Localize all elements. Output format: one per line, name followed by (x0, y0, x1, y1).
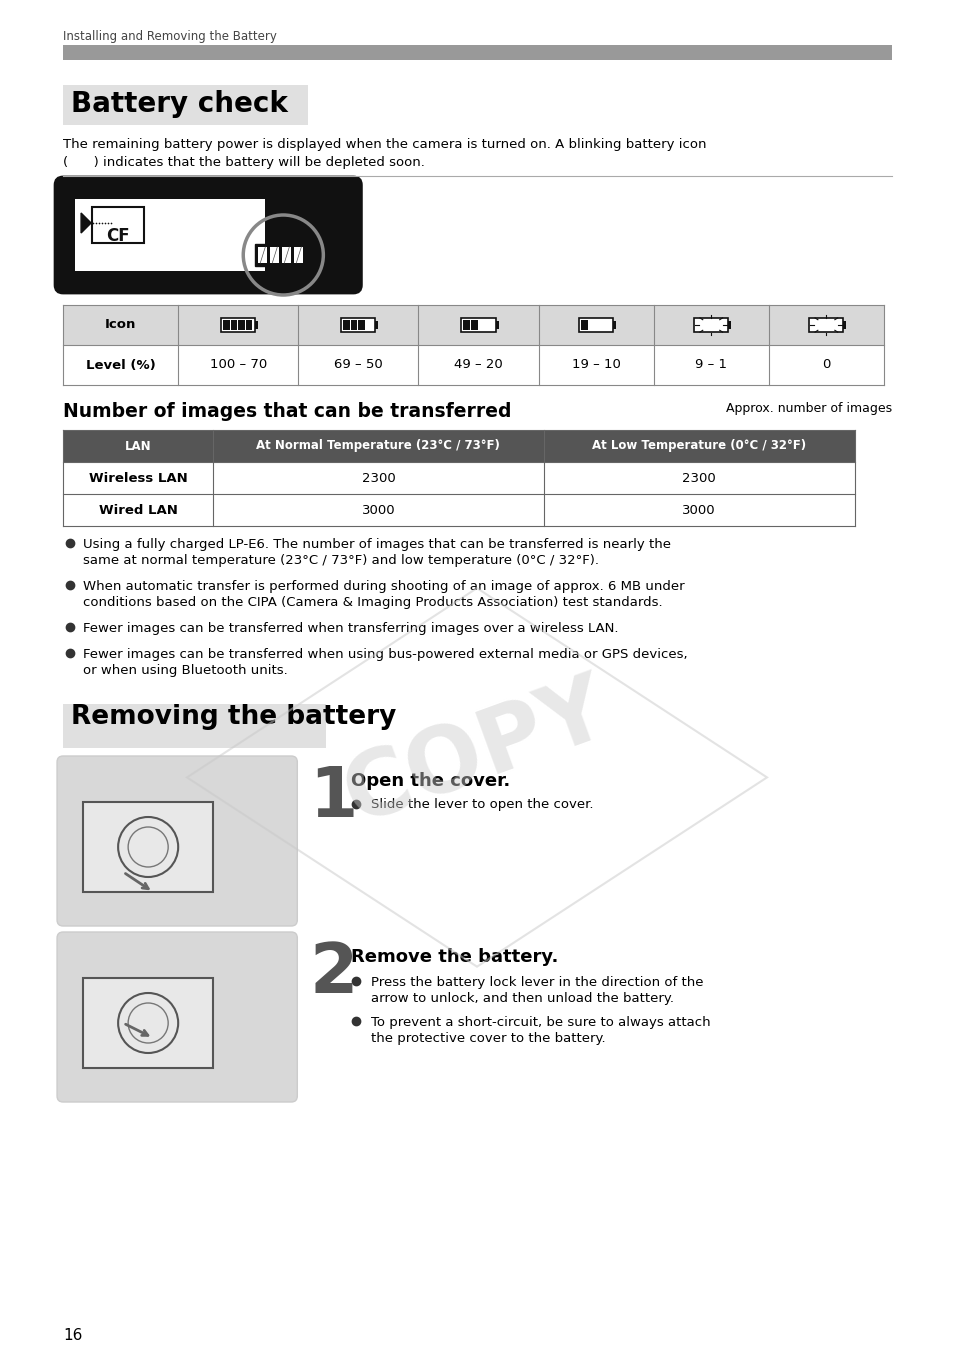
Text: 16: 16 (63, 1328, 82, 1343)
FancyBboxPatch shape (55, 177, 361, 293)
Bar (294, 247, 303, 264)
Text: Fewer images can be transferred when transferring images over a wireless LAN.: Fewer images can be transferred when tra… (83, 622, 618, 635)
Text: Slide the lever to open the cover.: Slide the lever to open the cover. (371, 798, 594, 811)
Bar (258, 247, 267, 264)
Bar (580, 320, 587, 330)
Bar (63, 430, 854, 462)
Bar (231, 320, 237, 330)
Text: LAN: LAN (125, 439, 152, 453)
Text: arrow to unlock, and then unload the battery.: arrow to unlock, and then unload the bat… (371, 992, 674, 1005)
Text: 100 – 70: 100 – 70 (210, 358, 267, 372)
Bar (63, 45, 891, 59)
Text: Remove the battery.: Remove the battery. (351, 948, 558, 965)
Bar (495, 320, 498, 329)
Bar (341, 318, 375, 333)
Text: Battery check: Battery check (71, 91, 288, 118)
Text: Open the cover.: Open the cover. (351, 772, 510, 790)
Bar (282, 247, 291, 264)
Bar (358, 320, 364, 330)
Bar (221, 318, 255, 333)
Text: At Normal Temperature (23°C / 73°F): At Normal Temperature (23°C / 73°F) (256, 439, 499, 453)
Text: COPY: COPY (333, 665, 620, 842)
Text: Level (%): Level (%) (86, 358, 155, 372)
Text: Icon: Icon (105, 319, 136, 331)
Text: 3000: 3000 (681, 503, 716, 516)
Bar (270, 247, 279, 264)
Bar (63, 462, 854, 493)
Bar (351, 320, 357, 330)
Text: 19 – 10: 19 – 10 (571, 358, 619, 372)
Text: 2300: 2300 (681, 472, 716, 484)
FancyBboxPatch shape (57, 756, 297, 926)
Bar (255, 320, 258, 329)
Bar (461, 318, 495, 333)
Text: same at normal temperature (23°C / 73°F) and low temperature (0°C / 32°F).: same at normal temperature (23°C / 73°F)… (83, 554, 598, 566)
Text: To prevent a short-circuit, be sure to always attach: To prevent a short-circuit, be sure to a… (371, 1015, 710, 1029)
Text: the protective cover to the battery.: the protective cover to the battery. (371, 1032, 605, 1045)
Text: 49 – 20: 49 – 20 (454, 358, 502, 372)
Text: conditions based on the CIPA (Camera & Imaging Products Association) test standa: conditions based on the CIPA (Camera & I… (83, 596, 662, 608)
Bar (471, 320, 477, 330)
Text: 2300: 2300 (361, 472, 395, 484)
Bar (83, 977, 213, 1068)
Text: At Low Temperature (0°C / 32°F): At Low Temperature (0°C / 32°F) (592, 439, 805, 453)
Polygon shape (81, 214, 91, 233)
Bar (375, 320, 378, 329)
Text: The remaining battery power is displayed when the camera is turned on. A blinkin: The remaining battery power is displayed… (63, 138, 706, 151)
Text: 3000: 3000 (361, 503, 395, 516)
Text: Installing and Removing the Battery: Installing and Removing the Battery (63, 30, 276, 43)
Bar (727, 320, 731, 329)
Bar (808, 318, 842, 333)
Text: 69 – 50: 69 – 50 (334, 358, 382, 372)
Text: Using a fully charged LP-E6. The number of images that can be transferred is nea: Using a fully charged LP-E6. The number … (83, 538, 670, 552)
Bar (255, 243, 309, 266)
Bar (63, 493, 854, 526)
Bar (75, 199, 265, 270)
Bar (63, 306, 883, 345)
Text: Wired LAN: Wired LAN (98, 503, 177, 516)
Bar (63, 704, 326, 748)
Bar (343, 320, 350, 330)
Bar (63, 345, 883, 385)
FancyBboxPatch shape (57, 932, 297, 1102)
Text: 0: 0 (821, 358, 830, 372)
Bar (842, 320, 845, 329)
Bar (578, 318, 613, 333)
Text: Press the battery lock lever in the direction of the: Press the battery lock lever in the dire… (371, 976, 703, 990)
Text: Number of images that can be transferred: Number of images that can be transferred (63, 402, 511, 420)
Bar (63, 85, 308, 124)
Text: When automatic transfer is performed during shooting of an image of approx. 6 MB: When automatic transfer is performed dur… (83, 580, 684, 594)
Bar (223, 320, 230, 330)
Text: Wireless LAN: Wireless LAN (89, 472, 188, 484)
Text: Approx. number of images: Approx. number of images (725, 402, 891, 415)
Text: or when using Bluetooth units.: or when using Bluetooth units. (83, 664, 288, 677)
Bar (238, 320, 245, 330)
Bar (613, 320, 616, 329)
Text: 1: 1 (309, 764, 357, 831)
Text: 9 – 1: 9 – 1 (695, 358, 726, 372)
Bar (92, 207, 144, 243)
Text: Removing the battery: Removing the battery (71, 704, 396, 730)
Bar (463, 320, 470, 330)
Text: CF: CF (106, 227, 130, 245)
Bar (694, 318, 727, 333)
Text: Fewer images can be transferred when using bus-powered external media or GPS dev: Fewer images can be transferred when usi… (83, 648, 687, 661)
Bar (246, 320, 252, 330)
Bar (309, 250, 314, 260)
Text: 2: 2 (309, 940, 357, 1007)
Bar (83, 802, 213, 892)
Text: (      ) indicates that the battery will be depleted soon.: ( ) indicates that the battery will be d… (63, 155, 424, 169)
